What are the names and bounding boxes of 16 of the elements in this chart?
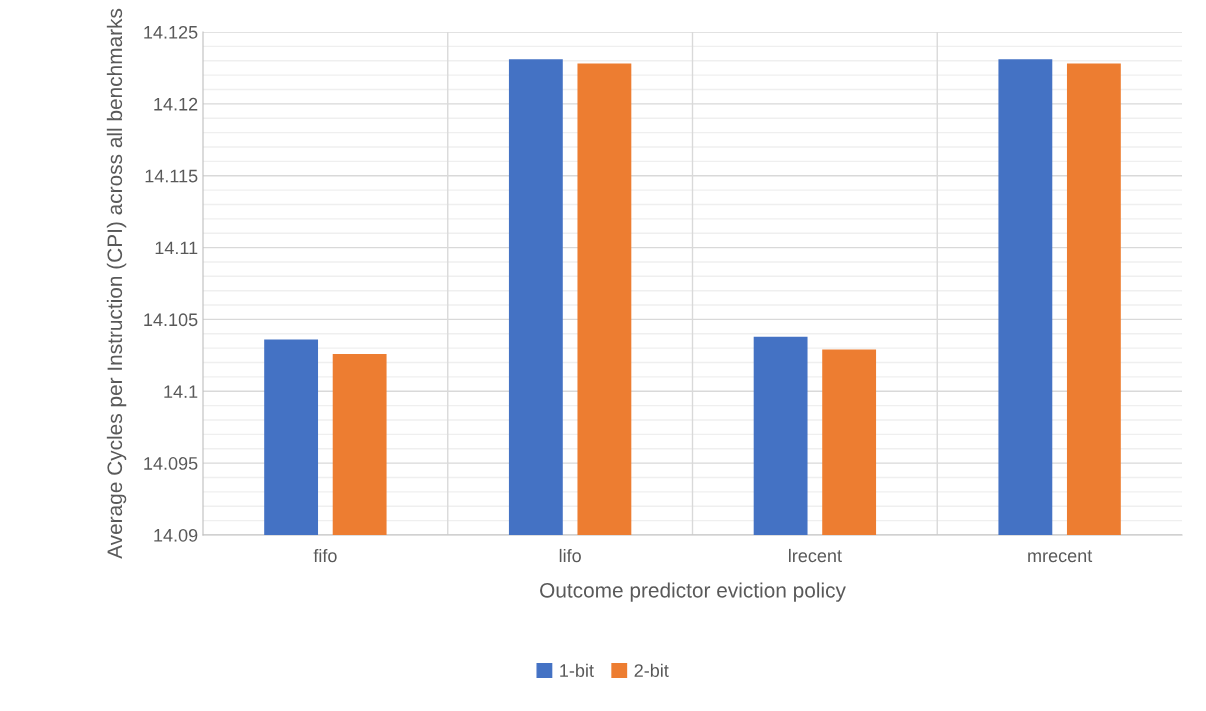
x-tick-label: lifo [559, 548, 581, 563]
y-tick-label: 14.095 [144, 457, 198, 470]
x-axis-title: Outcome predictor eviction policy [540, 582, 846, 602]
y-tick-label: 14.125 [144, 25, 198, 39]
text: 14.09 [154, 528, 198, 542]
legend-label: 1-bit [560, 663, 594, 677]
legend-label: 2-bit [634, 663, 669, 677]
x-tick-label: mrecent [1028, 550, 1093, 563]
y-tick-label: 14.1 [164, 385, 198, 398]
x-tick-label: fifo [313, 548, 337, 563]
y-tick-label: 14.115 [145, 169, 198, 183]
y-axis-title: Average Cycles per Instruction (CPI) across all benchmarks [106, 8, 127, 559]
x-tick-label: lrecent [789, 548, 842, 563]
y-tick-label: 14.11 [155, 241, 198, 255]
y-tick-label: 14.12 [154, 97, 198, 111]
y-tick-label: 14.105 [144, 313, 198, 327]
